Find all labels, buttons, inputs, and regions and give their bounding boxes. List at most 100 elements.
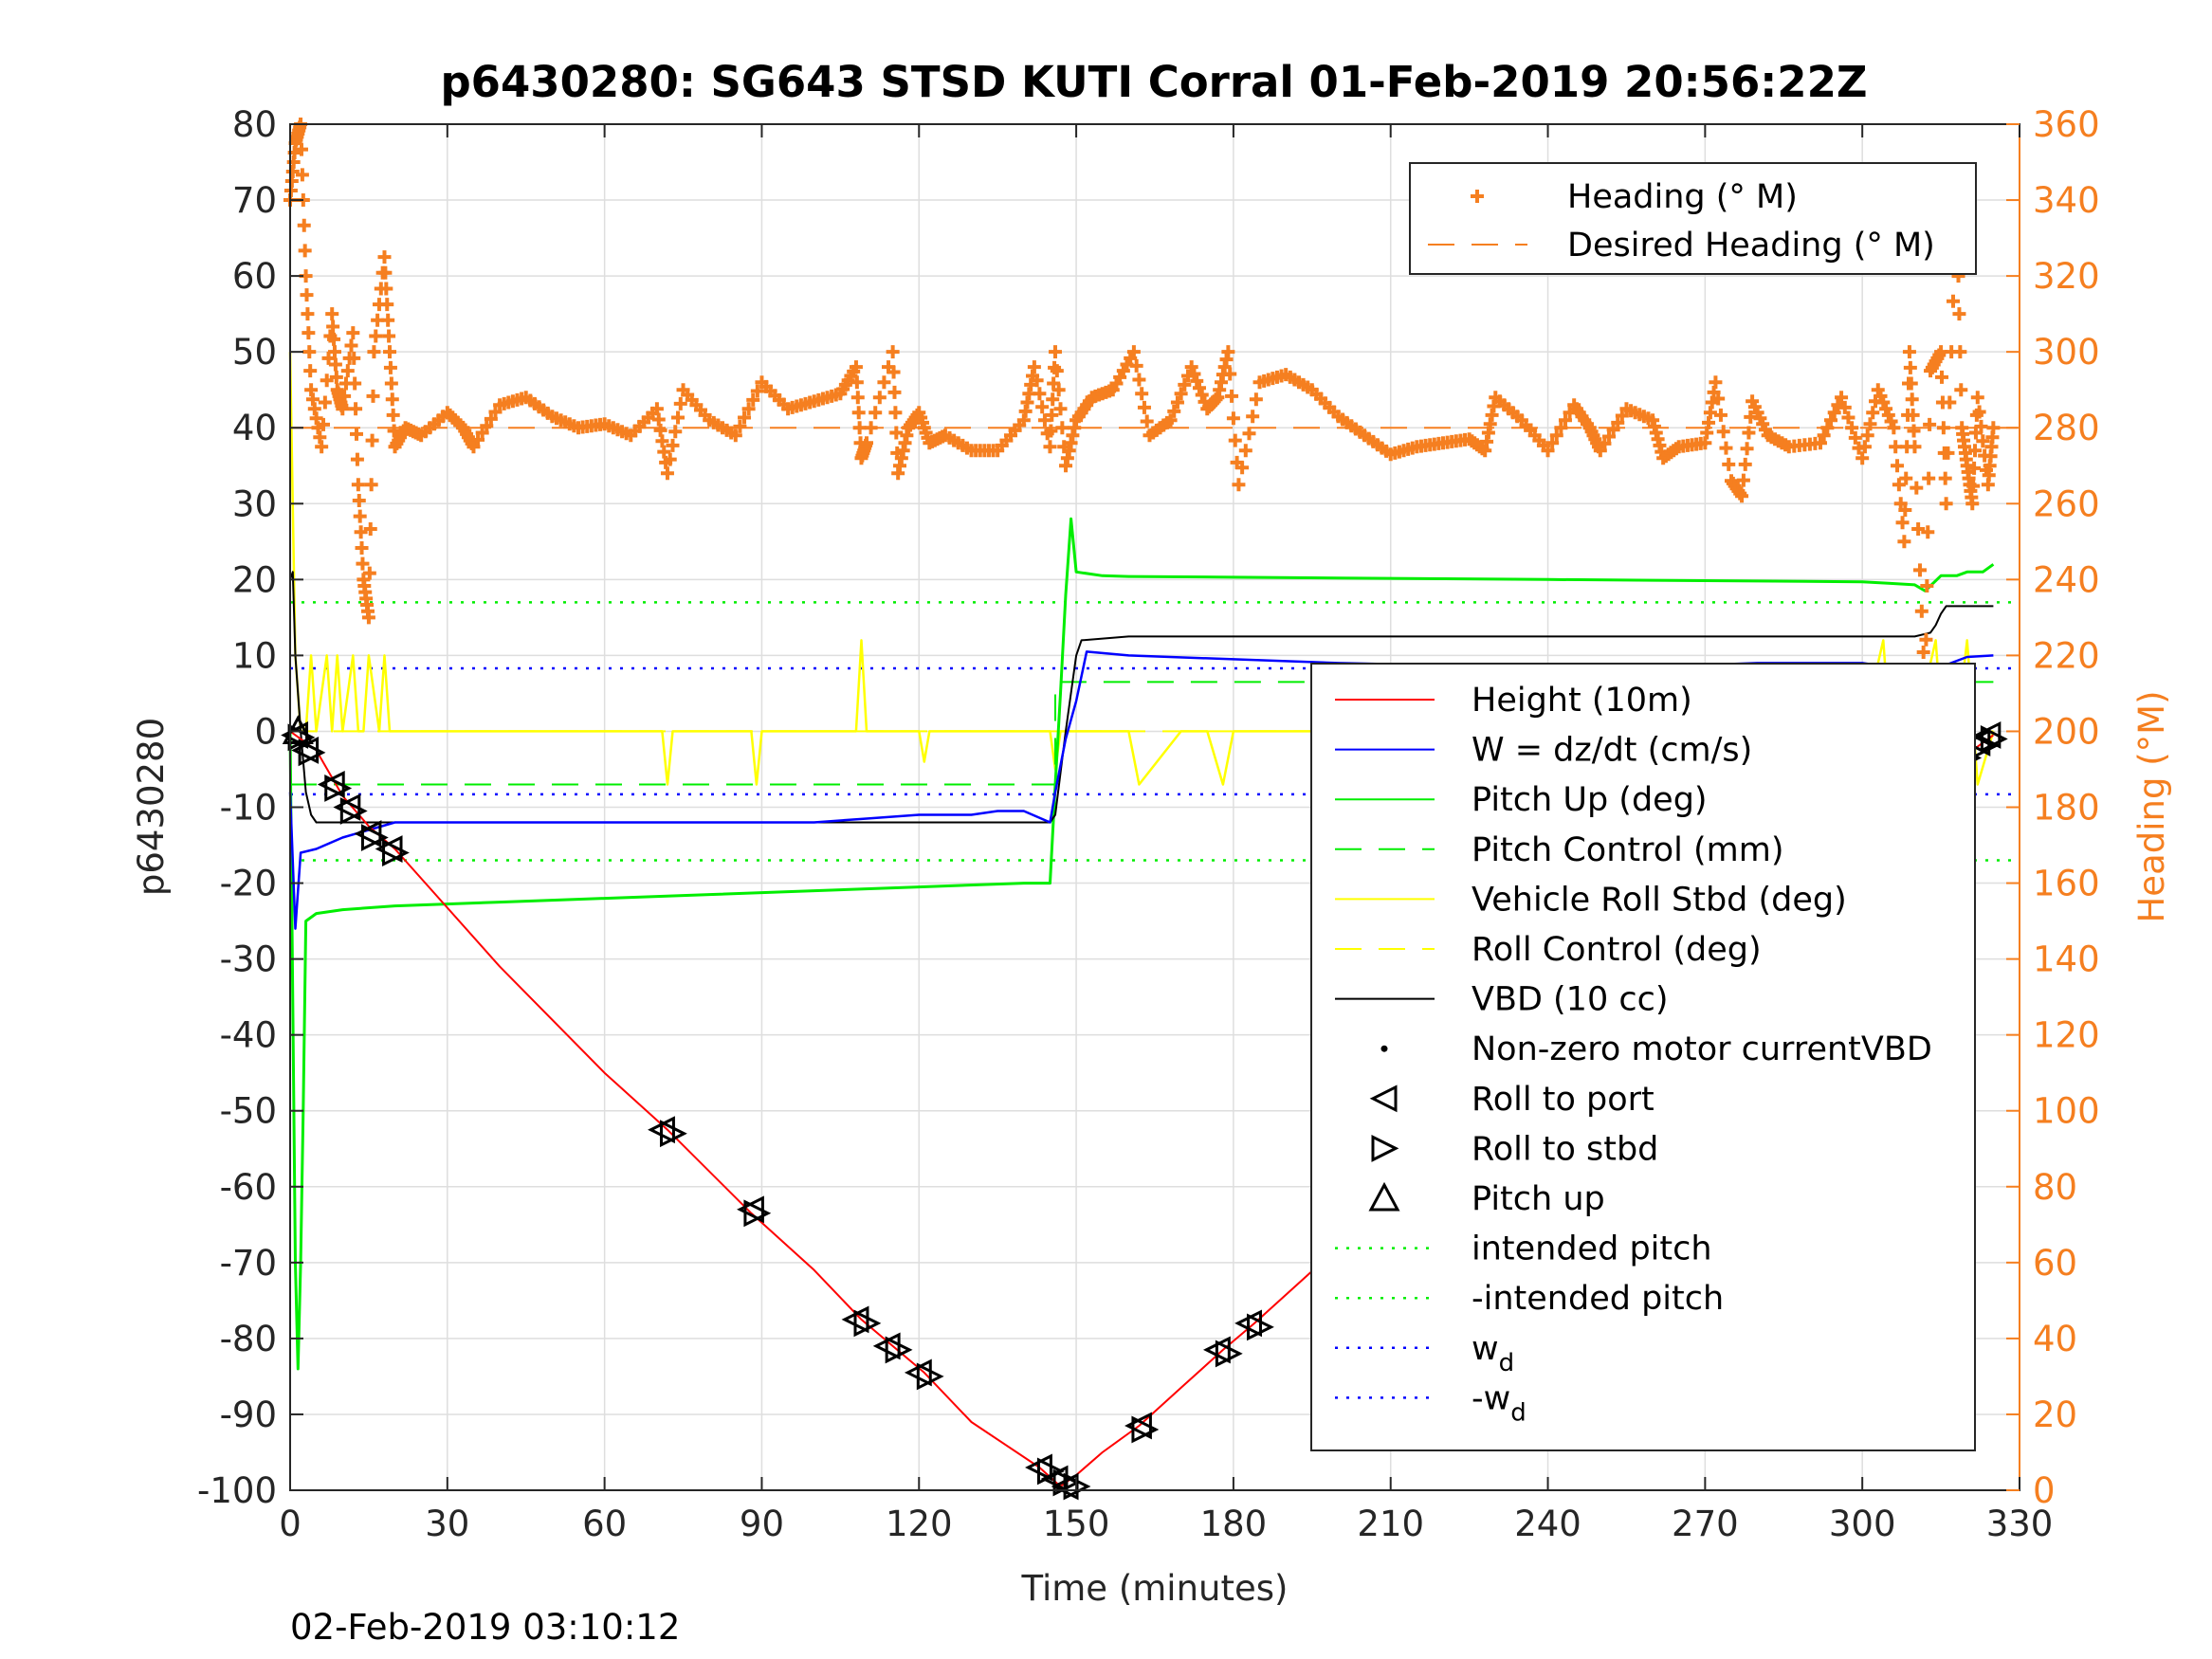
- heading-point: [1611, 415, 1625, 429]
- heading-point: [1902, 345, 1916, 359]
- y2-tick-label: 0: [2033, 1470, 2056, 1511]
- heading-point: [302, 326, 316, 340]
- heading-point: [302, 345, 317, 359]
- heading-point: [1735, 489, 1749, 503]
- heading-point: [1615, 409, 1629, 423]
- heading-point: [1606, 423, 1620, 437]
- heading-point: [480, 419, 494, 433]
- heading-point: [1845, 421, 1859, 435]
- legend-label: wd: [1472, 1330, 1514, 1377]
- roll-to-stbd-marker: [324, 775, 353, 802]
- x-tick-label: 60: [582, 1504, 627, 1544]
- heading-point: [1602, 429, 1617, 444]
- heading-point: [300, 288, 314, 302]
- heading-point: [1946, 294, 1960, 308]
- heading-point: [1919, 632, 1933, 647]
- heading-point: [1922, 471, 1936, 485]
- legend-label-text: Vehicle Roll Stbd (deg): [1472, 881, 1847, 919]
- y2-tick-label: 180: [2033, 788, 2100, 829]
- heading-point: [1831, 398, 1845, 412]
- y2-tick-label: 220: [2033, 635, 2100, 676]
- legend-label-text: -w: [1472, 1379, 1510, 1417]
- heading-point: [327, 345, 341, 359]
- heading-point: [1223, 367, 1237, 381]
- y2-tick-label: 280: [2033, 408, 2100, 448]
- legend-sample: [1380, 1045, 1388, 1052]
- heading-point: [1035, 400, 1050, 414]
- heading-point: [383, 360, 397, 374]
- heading-point: [1935, 370, 1949, 384]
- heading-point: [888, 406, 903, 420]
- heading-point: [1722, 457, 1736, 471]
- heading-point: [852, 421, 867, 435]
- y2-axis-label: Heading (°M): [2131, 690, 2172, 922]
- y-tick-label: -30: [220, 939, 277, 980]
- x-tick-label: 120: [886, 1504, 953, 1544]
- heading-point: [352, 493, 366, 507]
- y2-tick-label: 200: [2033, 711, 2100, 752]
- heading-point: [1541, 444, 1555, 458]
- roll-to-stbd-marker: [339, 797, 368, 825]
- heading-point: [329, 370, 343, 384]
- heading-point: [1892, 478, 1906, 492]
- heading-point: [671, 410, 686, 425]
- heading-point: [355, 540, 369, 555]
- heading-point: [1246, 410, 1260, 424]
- heading-point: [1897, 535, 1911, 549]
- heading-point: [369, 329, 383, 343]
- heading-point: [1813, 436, 1827, 450]
- heading-point: [298, 244, 312, 258]
- heading-point: [1824, 413, 1838, 428]
- heading-point: [1740, 442, 1754, 456]
- y2-tick-label: 140: [2033, 939, 2100, 980]
- heading-point: [1889, 440, 1903, 454]
- heading-point: [366, 389, 380, 403]
- legend-label-subscript: d: [1510, 1398, 1526, 1427]
- legend-label: Pitch Control (mm): [1472, 831, 1783, 869]
- heading-point: [328, 357, 342, 372]
- heading-point: [383, 345, 397, 359]
- heading-point: [346, 326, 360, 340]
- heading-point: [850, 391, 865, 405]
- heading-point: [377, 250, 392, 264]
- heading-point: [1921, 525, 1935, 539]
- heading-point: [872, 391, 887, 405]
- heading-point: [336, 402, 350, 416]
- heading-point: [1174, 387, 1188, 401]
- heading-point: [1027, 360, 1041, 374]
- heading-point: [325, 307, 339, 321]
- legend-label: -intended pitch: [1472, 1280, 1724, 1318]
- heading-point: [1048, 345, 1062, 359]
- heading-point: [1226, 411, 1240, 426]
- heading-point: [350, 427, 364, 441]
- x-tick-label: 180: [1200, 1504, 1268, 1544]
- heading-point: [362, 566, 376, 580]
- heading-point: [1221, 345, 1235, 359]
- legend-main: Height (10m) W = dz/dt (cm/s) Pitch Up (de…: [1310, 663, 1976, 1451]
- y2-tick-label: 20: [2033, 1395, 2077, 1435]
- legend-label: intended pitch: [1472, 1231, 1712, 1268]
- roll-to-stbd-marker: [743, 1199, 772, 1228]
- heading-point: [347, 351, 361, 365]
- heading-point: [1856, 451, 1870, 465]
- legend-label-text: Pitch Control (mm): [1472, 831, 1783, 869]
- heading-point: [660, 466, 674, 481]
- legend-label-text: intended pitch: [1472, 1231, 1712, 1268]
- y-tick-label: 0: [254, 711, 277, 752]
- legend-label: Pitch Up (deg): [1472, 781, 1708, 819]
- heading-point: [1053, 402, 1068, 416]
- heading-point: [1051, 383, 1066, 397]
- heading-point: [471, 432, 485, 447]
- heading-point: [350, 452, 364, 466]
- x-tick-label: 330: [1986, 1504, 2054, 1544]
- legend-label-text: Height (10m): [1472, 682, 1692, 720]
- legend-label-text: Non-zero motor currentVBD: [1472, 1030, 1932, 1068]
- heading-point: [889, 426, 904, 440]
- legend-sample: [1368, 1181, 1400, 1212]
- heading-point: [1232, 478, 1246, 492]
- heading-point: [1966, 479, 1981, 493]
- heading-point: [327, 332, 341, 346]
- heading-point: [1713, 408, 1728, 422]
- heading-point: [1736, 473, 1750, 487]
- roll-to-stbd-marker: [1215, 1340, 1243, 1368]
